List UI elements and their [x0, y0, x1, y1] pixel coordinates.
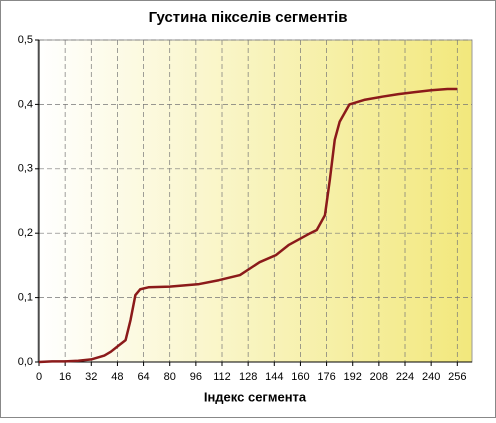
x-tick-label: 192 — [344, 371, 362, 383]
plot-area — [37, 39, 473, 363]
x-tick-label: 160 — [291, 371, 309, 383]
x-tick-label: 112 — [213, 371, 231, 383]
x-axis-label: Індекс сегмента — [204, 389, 307, 404]
x-tick-label: 96 — [190, 371, 202, 383]
y-tick-label: 0,4 — [18, 98, 33, 110]
x-tick-label: 256 — [448, 371, 466, 383]
chart-title: Густина пікселів сегментів — [149, 9, 348, 26]
x-tick-label: 32 — [85, 371, 97, 383]
x-tick-label: 176 — [317, 371, 335, 383]
y-tick-label: 0,5 — [18, 34, 33, 46]
y-tick-label: 0,3 — [18, 163, 33, 175]
x-tick-label: 16 — [59, 371, 71, 383]
y-tick-label: 0,1 — [18, 292, 33, 304]
x-tick-label: 208 — [370, 371, 388, 383]
x-tick-label: 48 — [111, 371, 123, 383]
y-tick-label: 0,0 — [18, 356, 33, 368]
data-line — [38, 87, 458, 364]
y-tick-label: 0,2 — [18, 227, 33, 239]
x-tick-label: 224 — [396, 371, 414, 383]
x-tick-label: 144 — [265, 371, 283, 383]
x-tick-label: 128 — [239, 371, 257, 383]
x-tick-label: 240 — [422, 371, 440, 383]
x-tick-label: 0 — [36, 371, 42, 383]
x-tick-label: 80 — [164, 371, 176, 383]
x-tick-label: 64 — [137, 371, 149, 383]
